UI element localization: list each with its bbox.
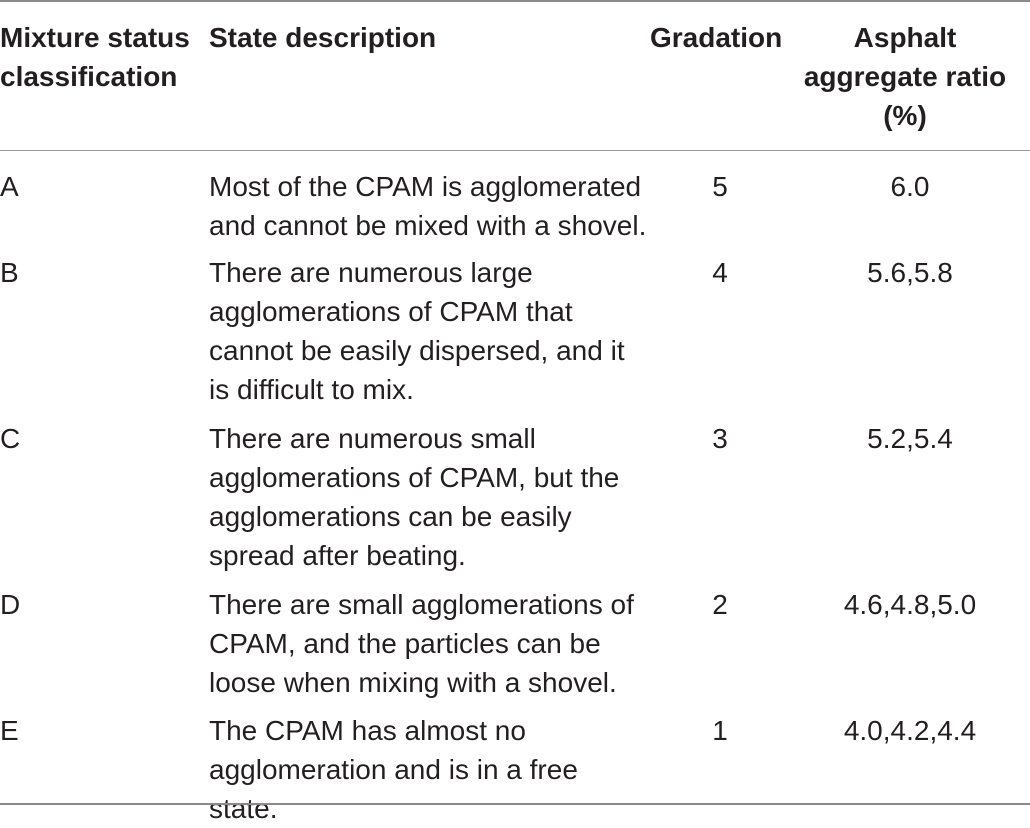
row-e-classification: E: [0, 715, 19, 746]
row-a-gradation: 5: [712, 171, 728, 202]
header-ratio: Asphalt aggregate ratio (%): [803, 22, 1007, 131]
row-e-ratio: 4.0,4.2,4.4: [843, 715, 977, 746]
header-description: State description: [209, 22, 437, 53]
row-d-description: There are small agglomerations of CPAM, …: [209, 589, 634, 698]
row-b-ratio: 5.6,5.8: [867, 257, 953, 288]
row-a-description: Most of the CPAM is agglomerated and can…: [209, 171, 647, 241]
row-d-classification: D: [0, 589, 21, 620]
row-b-description: There are numerous large agglomerations …: [209, 257, 625, 405]
row-c-ratio: 5.2,5.4: [867, 423, 953, 454]
top-rule: [0, 0, 1030, 2]
row-e-description: The CPAM has almost no agglomeration and…: [209, 715, 578, 824]
row-d-ratio: 4.6,4.8,5.0: [843, 589, 977, 620]
header-classification: Mixture status classification: [0, 22, 190, 92]
row-c-gradation: 3: [712, 423, 728, 454]
row-a-classification: A: [0, 171, 19, 202]
row-e-gradation: 1: [712, 715, 728, 746]
header-gradation: Gradation: [650, 22, 783, 53]
row-c-classification: C: [0, 423, 21, 454]
row-b-classification: B: [0, 257, 19, 288]
header-rule: [0, 150, 1030, 151]
row-c-description: There are numerous small agglomerations …: [209, 423, 620, 571]
row-d-gradation: 2: [712, 589, 728, 620]
bottom-rule: [0, 803, 1030, 805]
row-a-ratio: 6.0: [890, 171, 930, 202]
row-b-gradation: 4: [712, 257, 728, 288]
